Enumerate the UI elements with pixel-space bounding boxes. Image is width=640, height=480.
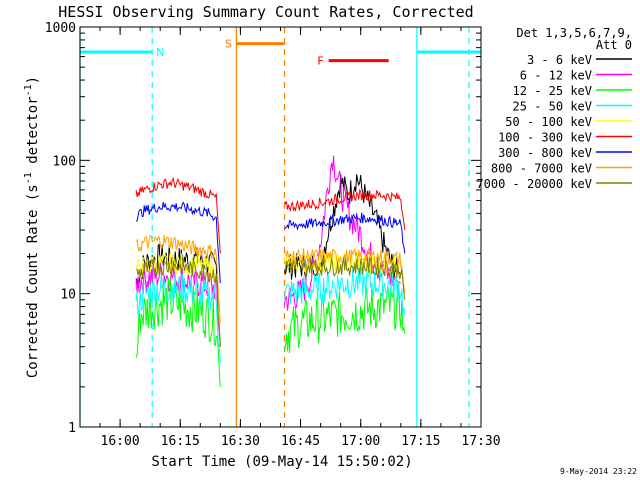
series-line <box>284 188 406 231</box>
legend-label: 25 - 50 keV <box>513 100 592 114</box>
y-tick-label: 1000 <box>45 21 76 36</box>
legend-label: 7000 - 20000 keV <box>476 177 592 191</box>
series-line <box>284 251 406 294</box>
x-tick-label: 17:30 <box>461 434 500 449</box>
flag-label: N <box>156 46 164 59</box>
series-line <box>135 277 221 387</box>
footer-date: 9-May-2014 23:22 <box>560 467 637 476</box>
series-line <box>135 273 221 364</box>
y-tick-label: 100 <box>53 154 76 169</box>
legend-label: 50 - 100 keV <box>505 115 592 129</box>
x-tick-label: 16:00 <box>101 434 140 449</box>
y-tick-label: 10 <box>60 288 76 303</box>
series-line <box>135 234 221 324</box>
flag-label: F <box>317 55 323 68</box>
x-axis-label: Start Time (09-May-14 15:50:02) <box>151 454 412 470</box>
series-line <box>284 255 406 300</box>
x-tick-label: 17:15 <box>401 434 440 449</box>
series-line <box>284 265 406 315</box>
series-line <box>284 282 406 354</box>
y-tick-label: 1 <box>68 421 76 436</box>
legend-label: 6 - 12 keV <box>520 69 592 83</box>
series-line <box>135 176 221 254</box>
legend-title-line-1: Det 1,3,5,6,7,9, <box>516 26 632 40</box>
x-tick-label: 16:45 <box>281 434 320 449</box>
legend-label: 300 - 800 keV <box>498 146 592 160</box>
flag-label: S <box>225 38 232 51</box>
chart-title: HESSI Observing Summary Count Rates, Cor… <box>58 3 473 21</box>
legend-label: 100 - 300 keV <box>498 131 592 145</box>
series-line <box>135 252 221 347</box>
x-tick-label: 17:00 <box>341 434 380 449</box>
series-line <box>284 155 402 311</box>
legend-title-line-2: Att 0 <box>596 38 632 52</box>
y-axis-label: Corrected Count Rate (s-1 detector-1) <box>23 76 41 378</box>
series-line <box>284 212 406 254</box>
x-tick-label: 16:15 <box>161 434 200 449</box>
legend-label: 12 - 25 keV <box>513 84 592 98</box>
x-tick-label: 16:30 <box>221 434 260 449</box>
legend-label: 800 - 7000 keV <box>491 162 592 176</box>
series-line <box>136 257 221 347</box>
legend-label: 3 - 6 keV <box>527 53 592 67</box>
series-line <box>135 201 221 284</box>
